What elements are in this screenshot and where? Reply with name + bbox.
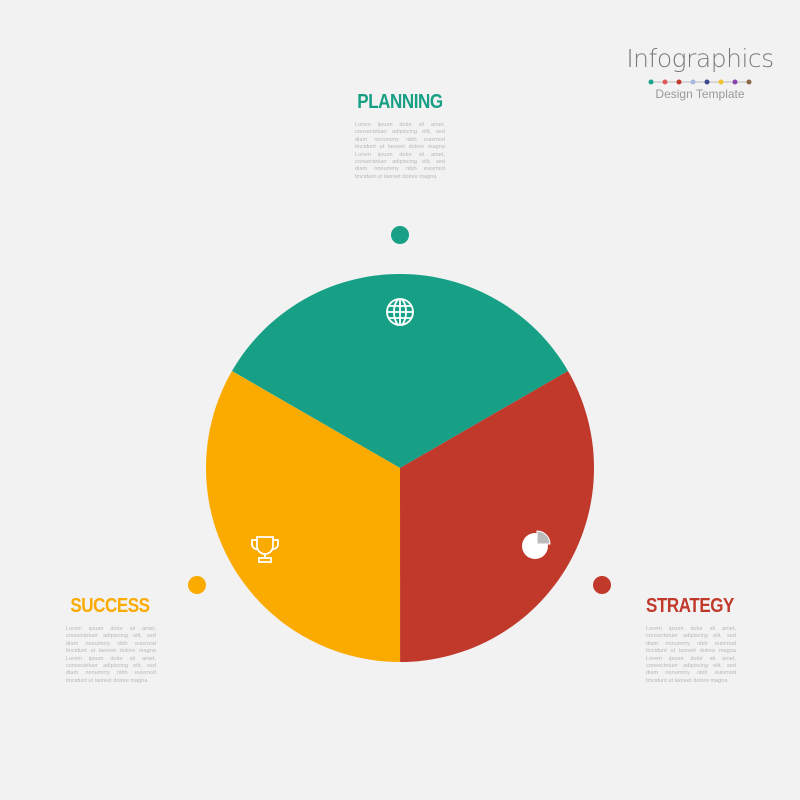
brand-dot	[746, 79, 752, 85]
success-text: Lorem ipsum dolor sit amet, consectetuer…	[66, 626, 156, 684]
planning-text: Lorem ipsum dolor sit amet, consectetuer…	[355, 122, 445, 180]
success-marker-dot	[188, 576, 206, 594]
brand-dot	[676, 79, 682, 85]
success-slice	[205, 371, 401, 662]
brand-dots	[648, 79, 752, 85]
planning-slice	[231, 274, 568, 468]
trophy-icon	[251, 536, 279, 563]
brand-dot	[732, 79, 738, 85]
brand-title: Infographics	[626, 44, 774, 73]
success-heading: SUCCESS	[70, 595, 150, 617]
globe-icon	[386, 298, 414, 326]
strategy-slice	[400, 370, 594, 662]
brand-dot	[718, 79, 724, 85]
planning-marker-dot	[391, 226, 409, 244]
brand-dot	[662, 79, 668, 85]
brand-subtitle: Design Template	[655, 87, 745, 101]
planning-heading: PLANNING	[357, 91, 443, 113]
pie-chart-icon	[522, 530, 551, 559]
brand-dot	[704, 79, 710, 85]
brand-dot	[648, 79, 654, 85]
strategy-heading: STRATEGY	[646, 595, 734, 617]
strategy-marker-dot	[593, 576, 611, 594]
strategy-text: Lorem ipsum dolor sit amet, consectetuer…	[646, 626, 736, 684]
brand-dot	[690, 79, 696, 85]
